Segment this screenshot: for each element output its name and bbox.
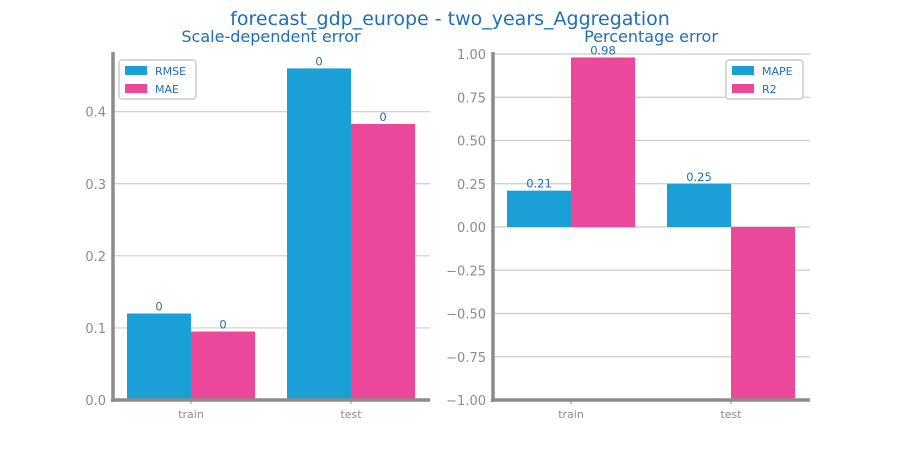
y-tick-label: −0.75 (446, 351, 486, 366)
chart-percentage-error: Percentage error 0.21 0.98 train 0.25 test −1… (446, 27, 810, 421)
y-tick-label: −0.25 (446, 264, 486, 279)
data-label: 0 (155, 300, 162, 314)
legend: RMSE MAE (118, 59, 197, 100)
y-tick-label: 0.2 (85, 250, 106, 265)
legend-swatch (732, 66, 754, 75)
y-tick-label: 0.1 (85, 322, 106, 337)
legend-label: MAE (155, 83, 179, 96)
chart-title: Percentage error (584, 27, 718, 46)
y-tick-label: 0.3 (85, 178, 106, 193)
x-tick-label: train (178, 408, 204, 421)
y-tick-label: 0.75 (457, 91, 486, 106)
y-tick-label: −0.50 (446, 308, 486, 323)
data-label: 0 (219, 318, 226, 332)
legend-swatch (125, 66, 147, 75)
chart-title: Scale-dependent error (181, 27, 361, 46)
legend-label: R2 (762, 83, 777, 96)
legend-label: MAPE (762, 65, 793, 78)
y-tick-label: 0.50 (457, 135, 486, 150)
legend-label: RMSE (155, 65, 186, 78)
bar-mape-train (507, 190, 571, 227)
data-label: 0 (379, 110, 386, 124)
y-tick-label: 0.4 (85, 106, 106, 121)
legend-swatch (732, 84, 754, 93)
x-tick-label: train (558, 408, 584, 421)
bar-mae-train (191, 331, 255, 400)
bar-mae-test (351, 123, 415, 400)
data-label: 0 (315, 54, 322, 68)
y-tick-label: −1.00 (446, 394, 486, 409)
y-tick-label: 0.00 (457, 221, 486, 236)
legend: MAPE R2 (725, 59, 804, 100)
bar-rmse-test (287, 68, 351, 401)
bar-r2-test (731, 227, 795, 400)
data-label: 0.25 (686, 170, 712, 184)
chart-scale-dependent-error: Scale-dependent error 0 0 train 0 0 test 0.0 0.… (85, 27, 430, 421)
y-tick-label: 1.00 (457, 48, 486, 63)
data-label: 0.21 (526, 177, 552, 191)
legend-swatch (125, 84, 147, 93)
bar-rmse-train (127, 313, 191, 400)
y-tick-label: 0.0 (85, 394, 106, 409)
x-tick-label: test (720, 408, 742, 421)
figure-title: forecast_gdp_europe - two_years_Aggregat… (230, 8, 670, 30)
x-tick-label: test (340, 408, 362, 421)
y-tick-label: 0.25 (457, 178, 486, 193)
bar-mape-test (667, 183, 731, 227)
data-label: 0.98 (590, 43, 616, 57)
bar-r2-train (571, 57, 635, 228)
